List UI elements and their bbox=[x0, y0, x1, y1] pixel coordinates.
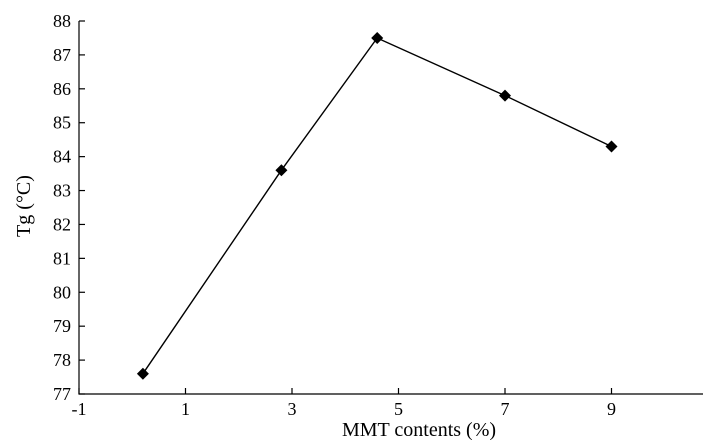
x-axis-title: MMT contents (%) bbox=[342, 419, 496, 440]
data-point-marker bbox=[605, 140, 618, 153]
series-group bbox=[136, 32, 618, 380]
plot-frame bbox=[78, 21, 703, 395]
y-tick-label: 83 bbox=[53, 181, 71, 201]
data-point-marker bbox=[275, 164, 288, 177]
axes bbox=[78, 21, 703, 395]
data-point-marker bbox=[371, 32, 384, 44]
y-axis-ticks: 77 78 79 80 81 82 83 84 85 86 87 88 bbox=[53, 11, 85, 404]
y-tick-label: 84 bbox=[53, 147, 71, 167]
y-tick-label: 86 bbox=[53, 79, 71, 99]
y-tick-label: 79 bbox=[53, 316, 71, 336]
x-tick-label: 1 bbox=[181, 399, 190, 419]
y-tick-label: 88 bbox=[53, 11, 71, 31]
y-tick-label: 87 bbox=[53, 45, 71, 65]
y-tick-label: 77 bbox=[53, 384, 71, 404]
x-tick-label: 3 bbox=[288, 399, 297, 419]
data-point-marker bbox=[499, 89, 511, 102]
y-tick-label: 81 bbox=[53, 248, 71, 268]
y-axis-title: Tg (°C) bbox=[13, 175, 35, 237]
y-tick-label: 80 bbox=[53, 282, 71, 302]
x-axis-ticks: -1 1 3 5 7 9 bbox=[72, 388, 616, 419]
series-line bbox=[142, 37, 612, 375]
x-tick-label: 7 bbox=[501, 399, 510, 419]
y-tick-label: 78 bbox=[53, 350, 71, 370]
x-tick-label: -1 bbox=[72, 399, 87, 419]
data-point-marker bbox=[136, 367, 149, 380]
y-tick-label: 82 bbox=[53, 214, 71, 234]
x-tick-label: 5 bbox=[394, 399, 403, 419]
y-tick-label: 85 bbox=[53, 113, 71, 133]
x-tick-label: 9 bbox=[607, 399, 616, 419]
